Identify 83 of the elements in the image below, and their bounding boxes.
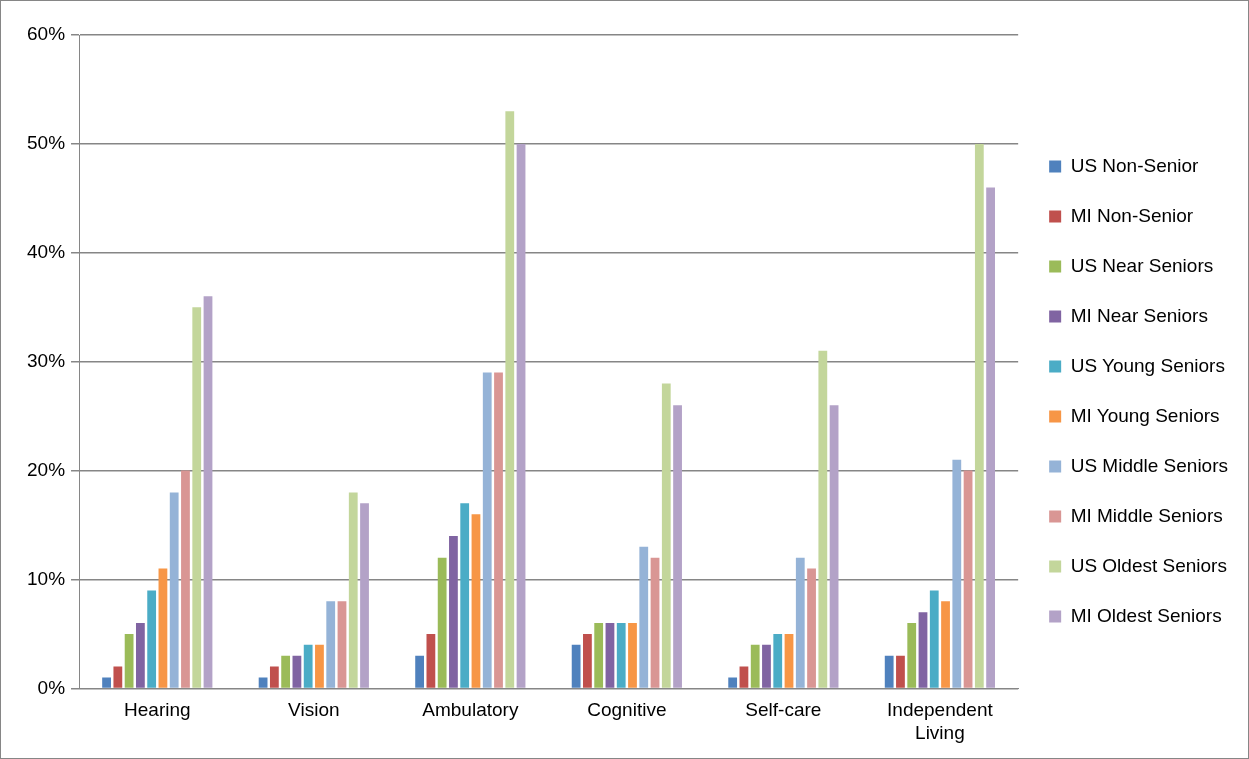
bar	[605, 623, 615, 688]
bar	[639, 546, 649, 688]
bar	[303, 644, 313, 688]
bar	[952, 459, 962, 688]
bar	[963, 470, 973, 688]
bar	[739, 666, 749, 688]
x-tick-label: Ambulatory	[422, 699, 519, 721]
bar	[918, 612, 928, 688]
bar	[426, 633, 436, 688]
bar	[181, 470, 190, 688]
bar	[884, 655, 894, 688]
bar	[415, 655, 425, 688]
bar	[315, 644, 324, 688]
y-tick-label: 50%	[27, 132, 66, 154]
bar	[986, 187, 995, 688]
bar	[750, 644, 760, 688]
x-tick-label: Independent Living	[887, 699, 994, 743]
bar	[673, 405, 682, 688]
legend-label: MI Near Seniors	[1070, 304, 1208, 326]
y-tick-label: 60%	[27, 23, 66, 45]
bar	[326, 601, 336, 688]
bar	[907, 623, 917, 688]
legend-label: MI Non-Senior	[1070, 204, 1194, 226]
legend-label: US Near Seniors	[1070, 254, 1214, 276]
bar	[661, 383, 671, 688]
bar	[784, 633, 794, 688]
bar	[124, 633, 134, 688]
x-tick-label: Cognitive	[587, 699, 667, 721]
bar	[628, 623, 637, 688]
bar	[829, 405, 839, 688]
legend-label: US Young Seniors	[1070, 354, 1225, 376]
bar	[773, 633, 783, 688]
bar	[192, 307, 202, 688]
bar	[650, 557, 660, 688]
bar	[571, 644, 581, 688]
legend-label: MI Oldest Seniors	[1070, 604, 1222, 626]
bar	[594, 623, 604, 688]
x-tick-label: Hearing	[124, 699, 191, 721]
y-tick-label: 40%	[27, 241, 66, 263]
bar	[158, 568, 168, 688]
bar	[360, 503, 369, 688]
legend-label: US Non-Senior	[1070, 154, 1200, 176]
bar	[807, 568, 816, 688]
bar	[135, 623, 145, 688]
y-tick-label: 10%	[27, 567, 66, 589]
bar	[494, 372, 503, 688]
y-tick-label: 30%	[27, 349, 66, 371]
bar	[974, 143, 984, 688]
bar	[113, 666, 123, 688]
bar	[281, 655, 291, 688]
bar	[169, 492, 179, 688]
bar	[348, 492, 358, 688]
bar	[449, 535, 458, 688]
y-tick-label: 20%	[27, 458, 66, 480]
bar	[795, 557, 805, 688]
bar	[583, 633, 592, 688]
legend-label: MI Middle Seniors	[1070, 504, 1223, 526]
bar	[269, 666, 279, 688]
bar	[292, 655, 302, 688]
bar	[896, 655, 905, 688]
bar	[941, 601, 950, 688]
bar	[818, 350, 828, 688]
legend-label: US Middle Seniors	[1070, 454, 1228, 476]
bar	[437, 557, 447, 688]
bar	[460, 503, 470, 688]
bar	[505, 111, 515, 688]
bar	[471, 514, 481, 688]
x-tick-label: Self-care	[745, 699, 822, 721]
y-tick-label: 0%	[37, 676, 66, 698]
bar	[337, 601, 347, 688]
bar	[482, 372, 492, 688]
bar	[516, 143, 526, 688]
bar	[728, 677, 738, 688]
bar	[102, 677, 111, 688]
bar	[929, 590, 939, 688]
legend-label: US Oldest Seniors	[1070, 554, 1227, 576]
x-tick-label: Vision	[288, 699, 340, 721]
legend-label: MI Young Seniors	[1070, 404, 1220, 426]
bar	[258, 677, 268, 688]
bar	[147, 590, 157, 688]
bar	[616, 623, 626, 688]
bar	[762, 644, 771, 688]
bar	[203, 296, 213, 688]
